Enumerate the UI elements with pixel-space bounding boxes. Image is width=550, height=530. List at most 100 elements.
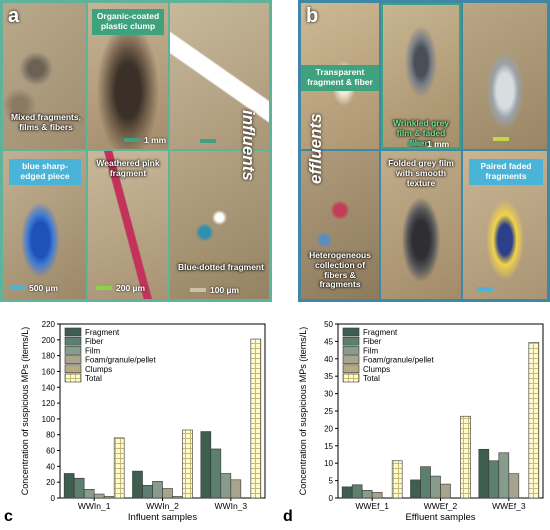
y-tick-label: 200 <box>42 336 56 345</box>
bar-film <box>361 490 373 499</box>
micrograph-b5: Folded grey film with smooth texture <box>381 151 461 299</box>
scale-bar-icon <box>200 139 216 143</box>
scale-bar-a3 <box>200 139 216 143</box>
bar-film <box>152 481 163 499</box>
legend-label: Film <box>363 346 378 355</box>
legend-swatch <box>64 373 82 383</box>
scale-bar-a6: 100 µm <box>190 285 239 295</box>
bar-total <box>391 460 403 499</box>
legend: FragmentFiberFilmFoam/granule/pelletClum… <box>342 327 434 383</box>
micrograph-a3 <box>170 3 269 149</box>
bar-fiber <box>351 484 363 499</box>
micrograph-a2: Organic-coated plastic clump 1 mm <box>88 3 168 149</box>
x-tick-label: WWIn_3 <box>215 501 248 511</box>
legend-swatch <box>342 346 360 355</box>
bar-film <box>220 473 232 499</box>
y-tick-label: 0 <box>51 494 56 503</box>
legend: FragmentFiberFilmFoam/granule/pelletClum… <box>64 327 156 383</box>
caption-pink-fragment: Weathered pink fragment <box>96 158 160 178</box>
bar-film <box>83 489 95 499</box>
bar-foam-granule-pellet <box>371 492 383 499</box>
y-tick-label: 10 <box>324 459 333 468</box>
y-tick-label: 45 <box>324 337 333 346</box>
bar-fiber <box>420 466 431 499</box>
y-tick-label: 5 <box>329 477 334 486</box>
bar-fragment <box>478 448 490 499</box>
scale-bar-icon <box>96 286 112 290</box>
legend-label: Total <box>85 374 102 383</box>
scale-bar-a5: 200 µm <box>96 283 145 293</box>
y-tick-label: 40 <box>46 462 55 471</box>
y-tick-label: 50 <box>324 320 333 329</box>
legend-swatch <box>342 373 360 383</box>
scale-bar-b6 <box>477 287 493 291</box>
legend-swatch <box>342 364 360 374</box>
bar-film <box>430 475 441 499</box>
y-tick-label: 100 <box>42 415 56 424</box>
micrograph-a4: blue sharp-edged piece 500 µm <box>3 151 86 299</box>
scale-bar-icon <box>9 286 25 290</box>
bar-fragment <box>410 479 421 499</box>
panel-label-b: b <box>306 5 319 27</box>
scale-bar-icon <box>407 142 423 146</box>
scale-bar-icon <box>124 138 140 142</box>
bar-fragment <box>63 473 75 499</box>
legend-label: Total <box>363 374 380 383</box>
bar-fiber <box>210 448 222 499</box>
bar-total <box>528 342 540 499</box>
legend-swatch <box>64 327 82 337</box>
caption-transparent-fragment: Transparent fragment & fiber <box>301 65 379 91</box>
scale-bar-icon <box>190 288 206 292</box>
x-tick-label: WWIn_1 <box>78 501 111 511</box>
y-axis-label: Concentration of suspicious MPs (items/L… <box>20 327 30 496</box>
micrograph-b3 <box>463 3 547 149</box>
bar-foam-granule-pellet <box>93 493 105 499</box>
caption-blue-dotted: Blue-dotted fragment <box>178 262 264 272</box>
legend-label: Fiber <box>85 337 104 346</box>
y-tick-label: 40 <box>324 355 333 364</box>
x-axis-label: Influent samples <box>128 512 197 523</box>
panel-a-influents: Mixed fragments, films & fibers Organic-… <box>0 0 272 302</box>
panel-b-effluents: Transparent fragment & fiber Wrinkled gr… <box>298 0 550 302</box>
micrograph-b2: Wrinkled grey film & faded fibers 1 mm <box>381 3 461 149</box>
legend-swatch <box>64 346 82 355</box>
y-tick-label: 20 <box>324 424 333 433</box>
legend-swatch <box>64 336 82 346</box>
y-tick-label: 0 <box>329 494 334 503</box>
y-tick-label: 80 <box>46 431 55 440</box>
scale-bar-b3 <box>493 137 509 141</box>
chart-d-effluent: 0 5 10 15 20 25 30 35 40 45 50 Concentration of sus… <box>298 320 544 523</box>
caption-folded-film: Folded grey film with smooth texture <box>388 158 454 188</box>
legend-swatch <box>342 327 360 337</box>
scale-bar-icon <box>493 137 509 141</box>
x-tick-label: WWIn_2 <box>146 501 179 511</box>
bar-total <box>113 437 125 499</box>
micrograph-b4: Heterogeneous collection of fibers & fra… <box>301 151 379 299</box>
legend-label: Fragment <box>85 328 120 337</box>
y-tick-label: 15 <box>324 442 333 451</box>
y-tick-label: 140 <box>42 383 56 392</box>
y-tick-label: 20 <box>46 478 55 487</box>
legend-label: Fragment <box>363 328 398 337</box>
bar-total <box>250 338 262 499</box>
y-tick-label: 120 <box>42 399 56 408</box>
bar-clumps <box>172 496 183 499</box>
bar-fiber <box>142 485 153 499</box>
bar-fragment <box>341 486 353 499</box>
legend-swatch <box>64 355 82 364</box>
y-tick-label: 35 <box>324 372 333 381</box>
bar-foam-granule-pellet <box>440 483 451 499</box>
legend-label: Clumps <box>363 365 390 374</box>
caption-blue-piece: blue sharp-edged piece <box>9 159 81 185</box>
y-axis-label: Concentration of suspicious MPs (items/L… <box>298 327 308 496</box>
bar-fragment <box>200 431 212 499</box>
caption-paired-fragments: Paired faded fragments <box>469 159 543 185</box>
bar-foam-granule-pellet <box>508 473 520 499</box>
bar-total <box>460 415 471 499</box>
bar-fragment <box>132 470 143 499</box>
x-tick-label: WWEf_1 <box>355 501 389 511</box>
y-tick-label: 220 <box>42 320 56 329</box>
x-tick-label: WWEf_2 <box>424 501 458 511</box>
chart-c-influent: 0 20 40 60 80 100 120 140 160 180 200 220 Concentrat… <box>20 320 266 523</box>
bar-total <box>182 429 193 499</box>
